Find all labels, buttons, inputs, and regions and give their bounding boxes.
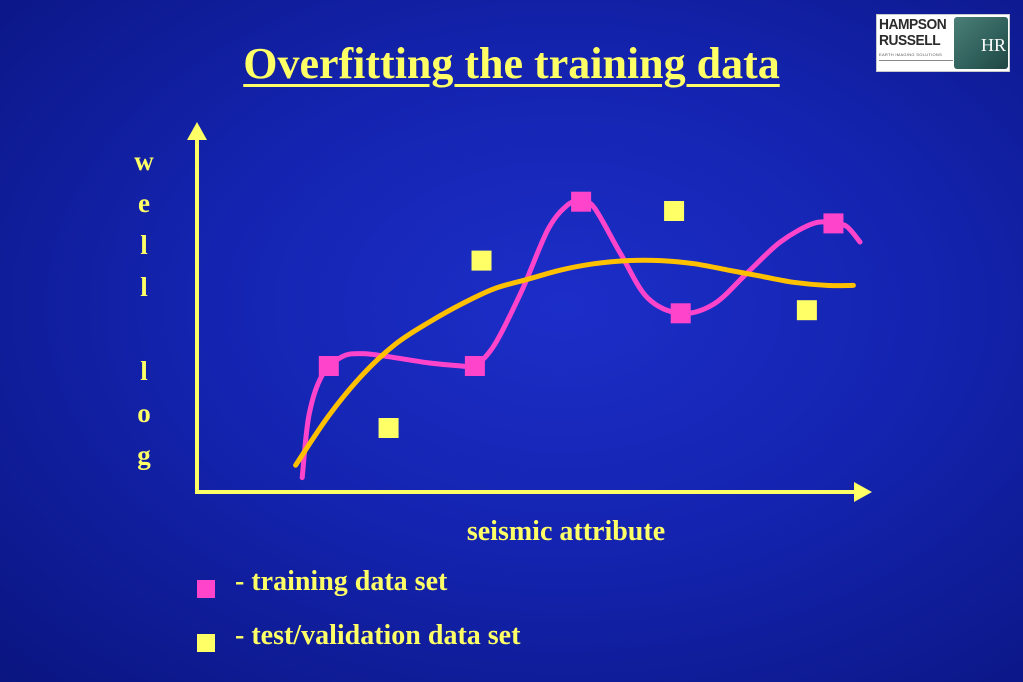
smooth-fit-curve: [293, 257, 856, 468]
training-point: [464, 356, 485, 376]
training-point: [571, 191, 592, 212]
logo-line2: RUSSELL: [879, 32, 941, 49]
y-axis-letter: l: [140, 356, 148, 386]
legend-training-label: - training data set: [235, 566, 448, 597]
test-point: [378, 418, 399, 438]
legend-test-swatch: [197, 634, 215, 652]
logo-emblem-icon: [954, 17, 1008, 69]
legend-test-label: - test/validation data set: [235, 620, 521, 651]
logo-tagline: EARTH IMAGING SOLUTIONS: [879, 52, 943, 57]
logo-divider: [879, 60, 953, 61]
y-axis-letter: l: [140, 272, 148, 302]
test-point: [664, 201, 685, 221]
y-axis-arrow: [187, 122, 207, 140]
y-axis-letter: g: [137, 440, 151, 470]
logo-emblem-text: HR: [981, 35, 1007, 55]
training-point: [318, 356, 339, 376]
hampson-russell-logo: HAMPSON RUSSELL EARTH IMAGING SOLUTIONS …: [876, 14, 1010, 72]
y-axis-letter: w: [134, 146, 154, 176]
x-axis-arrow: [854, 482, 872, 502]
y-axis-letter: o: [137, 398, 151, 428]
y-axis-letter: e: [138, 188, 150, 218]
x-axis-label: seismic attribute: [466, 516, 666, 547]
legend-training-swatch: [197, 580, 215, 598]
slide-title: Overfitting the training data: [243, 39, 780, 88]
overfit-curve: [299, 198, 863, 481]
y-axis-letter: l: [140, 230, 148, 260]
training-point: [823, 213, 844, 234]
test-point: [796, 300, 817, 321]
logo-line1: HAMPSON: [879, 16, 947, 33]
test-point: [471, 250, 492, 271]
training-point: [670, 303, 691, 324]
